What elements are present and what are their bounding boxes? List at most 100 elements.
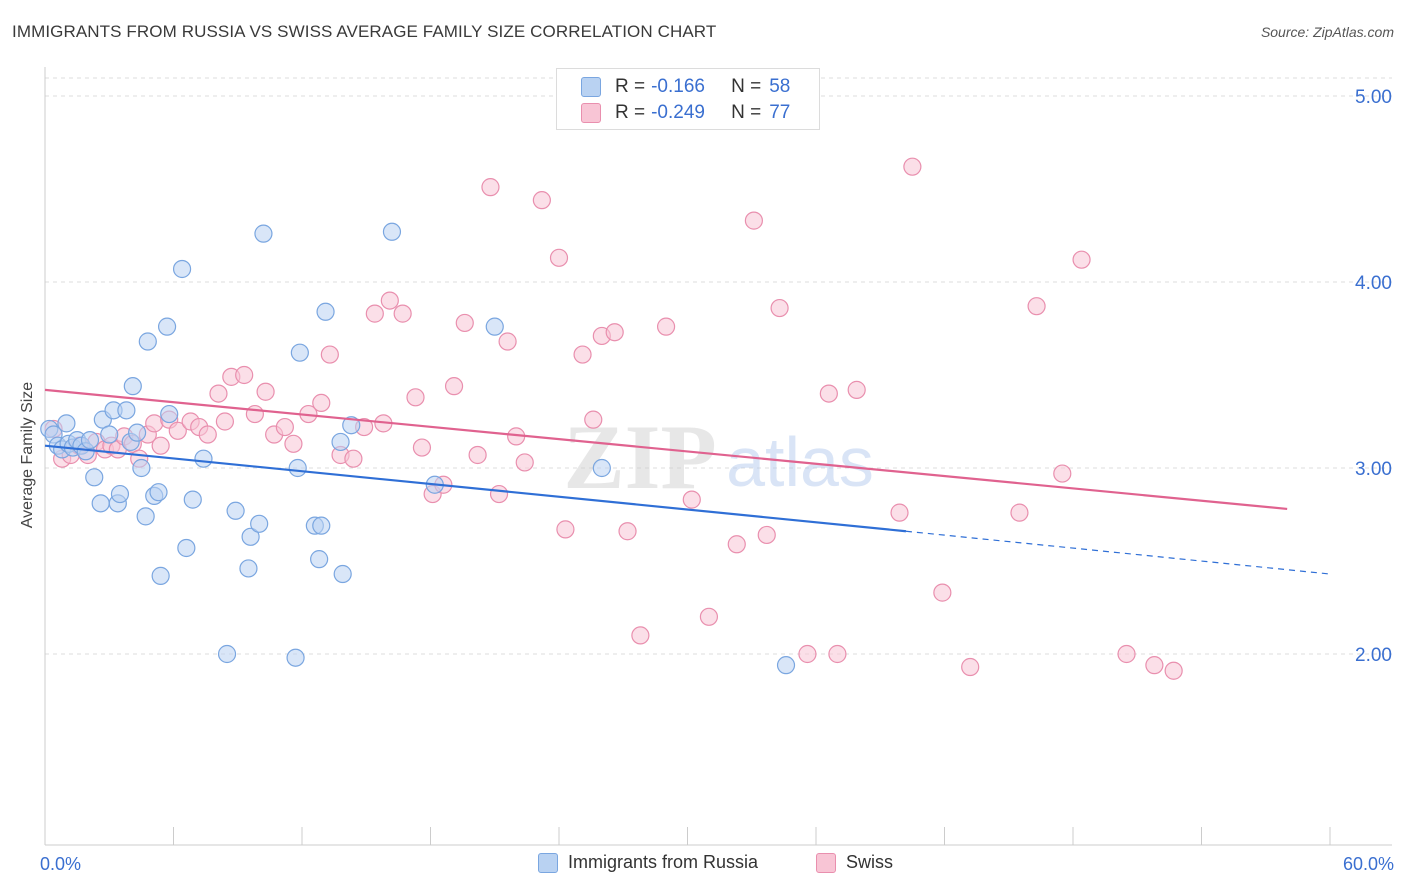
chart-title: IMMIGRANTS FROM RUSSIA VS SWISS AVERAGE … — [12, 22, 717, 41]
legend-r-label: R = — [615, 76, 646, 97]
watermark: ZIP atlas — [563, 406, 874, 508]
swiss-point — [406, 388, 425, 407]
swiss-point — [215, 412, 234, 431]
russia-point — [226, 501, 245, 520]
russia-point — [110, 484, 130, 504]
swiss-point — [618, 522, 637, 541]
russia-point — [286, 648, 305, 667]
swiss-point — [1010, 503, 1029, 522]
russia-point — [333, 564, 352, 584]
legend-r-label: R = — [615, 102, 646, 123]
swiss-point — [699, 607, 719, 626]
swiss-point — [1164, 661, 1183, 680]
russia-point — [288, 458, 307, 478]
swiss-point — [605, 323, 624, 342]
russia-trend-line — [44, 444, 907, 533]
russia-point — [183, 490, 202, 509]
russia-point — [485, 317, 504, 336]
swiss-point — [656, 317, 676, 336]
russia-point — [132, 458, 151, 478]
swiss-point — [312, 393, 331, 412]
series-legend: Immigrants from Russia Swiss — [0, 852, 1406, 878]
swiss-point — [757, 525, 776, 545]
swiss-point — [549, 248, 569, 267]
russia-point — [312, 516, 331, 535]
russia-point — [100, 425, 119, 444]
legend-label-russia: Immigrants from Russia — [568, 852, 759, 872]
swiss-point — [412, 438, 432, 457]
russia-point — [331, 432, 350, 452]
legend-r-value: -0.249 — [651, 102, 705, 123]
tick-labels: 2.00 3.00 4.00 5.00 0.0% 60.0% — [40, 87, 1394, 874]
y-tick-label: 2.00 — [1355, 645, 1392, 666]
russia-point — [160, 404, 179, 424]
swiss-point — [1072, 250, 1091, 269]
russia-point — [117, 401, 136, 420]
swiss-point — [961, 657, 980, 677]
russia-point — [239, 559, 258, 578]
russia-point — [241, 527, 260, 546]
russia-point — [123, 377, 142, 396]
legend-n-value: 77 — [769, 102, 791, 123]
swiss-point — [903, 157, 922, 176]
russia-point — [342, 416, 361, 435]
russia-point — [127, 423, 147, 442]
swiss-point — [275, 417, 294, 437]
legend-swatch-blue — [538, 852, 558, 873]
legend-label-swiss: Swiss — [846, 852, 894, 872]
swiss-point — [1027, 297, 1046, 316]
russia-point — [592, 458, 611, 478]
swiss-point — [847, 380, 866, 399]
russia-point — [776, 656, 796, 675]
x-tick-label-max: 60.0% — [1343, 854, 1394, 874]
swiss-point — [727, 535, 746, 554]
swiss-point — [584, 410, 603, 429]
legend-item-russia[interactable]: Immigrants from Russia — [538, 852, 758, 873]
swiss-point — [168, 421, 187, 440]
swiss-point — [320, 345, 339, 364]
swiss-point — [344, 449, 363, 468]
legend-n-value: 58 — [769, 76, 791, 97]
russia-point — [382, 222, 402, 241]
legend-item-swiss[interactable]: Swiss — [816, 852, 893, 873]
russia-point — [80, 431, 100, 450]
swiss-point — [1053, 464, 1072, 483]
russia-point — [85, 468, 104, 487]
legend-n-label: N = — [731, 76, 762, 97]
russia-point — [290, 343, 309, 362]
russia-point — [194, 449, 213, 468]
swiss-point — [151, 436, 170, 455]
russia-point — [57, 414, 76, 433]
legend-n-label: N = — [731, 102, 762, 123]
russia-point — [310, 550, 329, 569]
y-tick-label: 4.00 — [1355, 273, 1392, 294]
legend-r-value: -0.166 — [651, 76, 705, 97]
y-tick-label: 5.00 — [1355, 87, 1392, 108]
swiss-point — [365, 304, 384, 323]
swiss-trend-line — [44, 388, 1288, 511]
legend-swatch-blue — [581, 77, 601, 97]
swiss-point — [455, 313, 474, 333]
trend-lines — [44, 388, 1331, 575]
russia-point — [149, 483, 168, 502]
swiss-point — [444, 377, 464, 396]
legend-row-swiss: R = -0.249 N = 77 — [581, 101, 790, 125]
swiss-point — [1145, 656, 1164, 675]
swiss-point — [498, 332, 517, 351]
axes — [44, 67, 1392, 846]
swiss-point — [468, 445, 487, 465]
swiss-point — [145, 414, 164, 433]
swiss-point — [819, 384, 838, 403]
russia-point — [250, 514, 269, 533]
swiss-point — [744, 211, 763, 230]
swiss-point — [515, 453, 534, 472]
russia-point — [136, 507, 155, 526]
swiss-point — [198, 425, 217, 444]
russia-point — [157, 317, 177, 336]
russia-point — [172, 259, 192, 279]
russia-point — [91, 494, 110, 513]
correlation-legend: R = -0.166 N = 58 R = -0.249 N = 77 — [556, 68, 820, 130]
russia-point — [316, 302, 335, 321]
y-tick-label: 3.00 — [1355, 459, 1392, 480]
swiss-point — [245, 404, 264, 424]
